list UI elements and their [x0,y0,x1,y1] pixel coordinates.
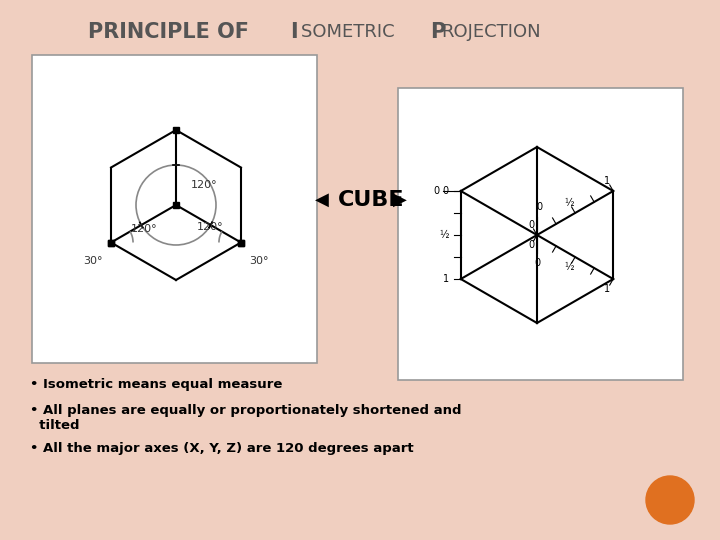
Text: 30°: 30° [84,255,103,266]
Text: 120°: 120° [197,222,223,232]
Text: 1: 1 [604,285,611,294]
Text: 0: 0 [528,220,534,229]
Text: • All planes are equally or proportionately shortened and
  tilted: • All planes are equally or proportionat… [30,404,462,432]
Text: 0: 0 [536,202,542,212]
Bar [398,88,683,380]
Text: ROJECTION: ROJECTION [441,23,541,41]
Text: 0: 0 [528,240,534,251]
Text: 30°: 30° [249,255,269,266]
Text: ½: ½ [564,262,574,272]
Text: 0: 0 [443,186,449,196]
Text: ½: ½ [439,230,449,240]
Text: 0: 0 [534,258,540,268]
Circle shape [646,476,694,524]
Text: PRINCIPLE OF: PRINCIPLE OF [88,22,256,42]
Text: P: P [430,22,445,42]
Text: 1: 1 [604,176,611,186]
Text: ½: ½ [564,198,574,207]
Text: 120°: 120° [191,180,217,190]
Text: SOMETRIC: SOMETRIC [301,23,400,41]
Text: 0: 0 [433,186,440,196]
Text: 120°: 120° [131,224,157,234]
Text: • All the major axes (X, Y, Z) are 120 degrees apart: • All the major axes (X, Y, Z) are 120 d… [30,442,413,455]
Bar [32,55,317,363]
Text: 1: 1 [443,274,449,284]
Text: ▶: ▶ [393,191,407,209]
Text: I: I [290,22,297,42]
Text: • Isometric means equal measure: • Isometric means equal measure [30,378,282,391]
Text: ◀: ◀ [315,191,329,209]
Text: CUBE: CUBE [338,190,405,210]
